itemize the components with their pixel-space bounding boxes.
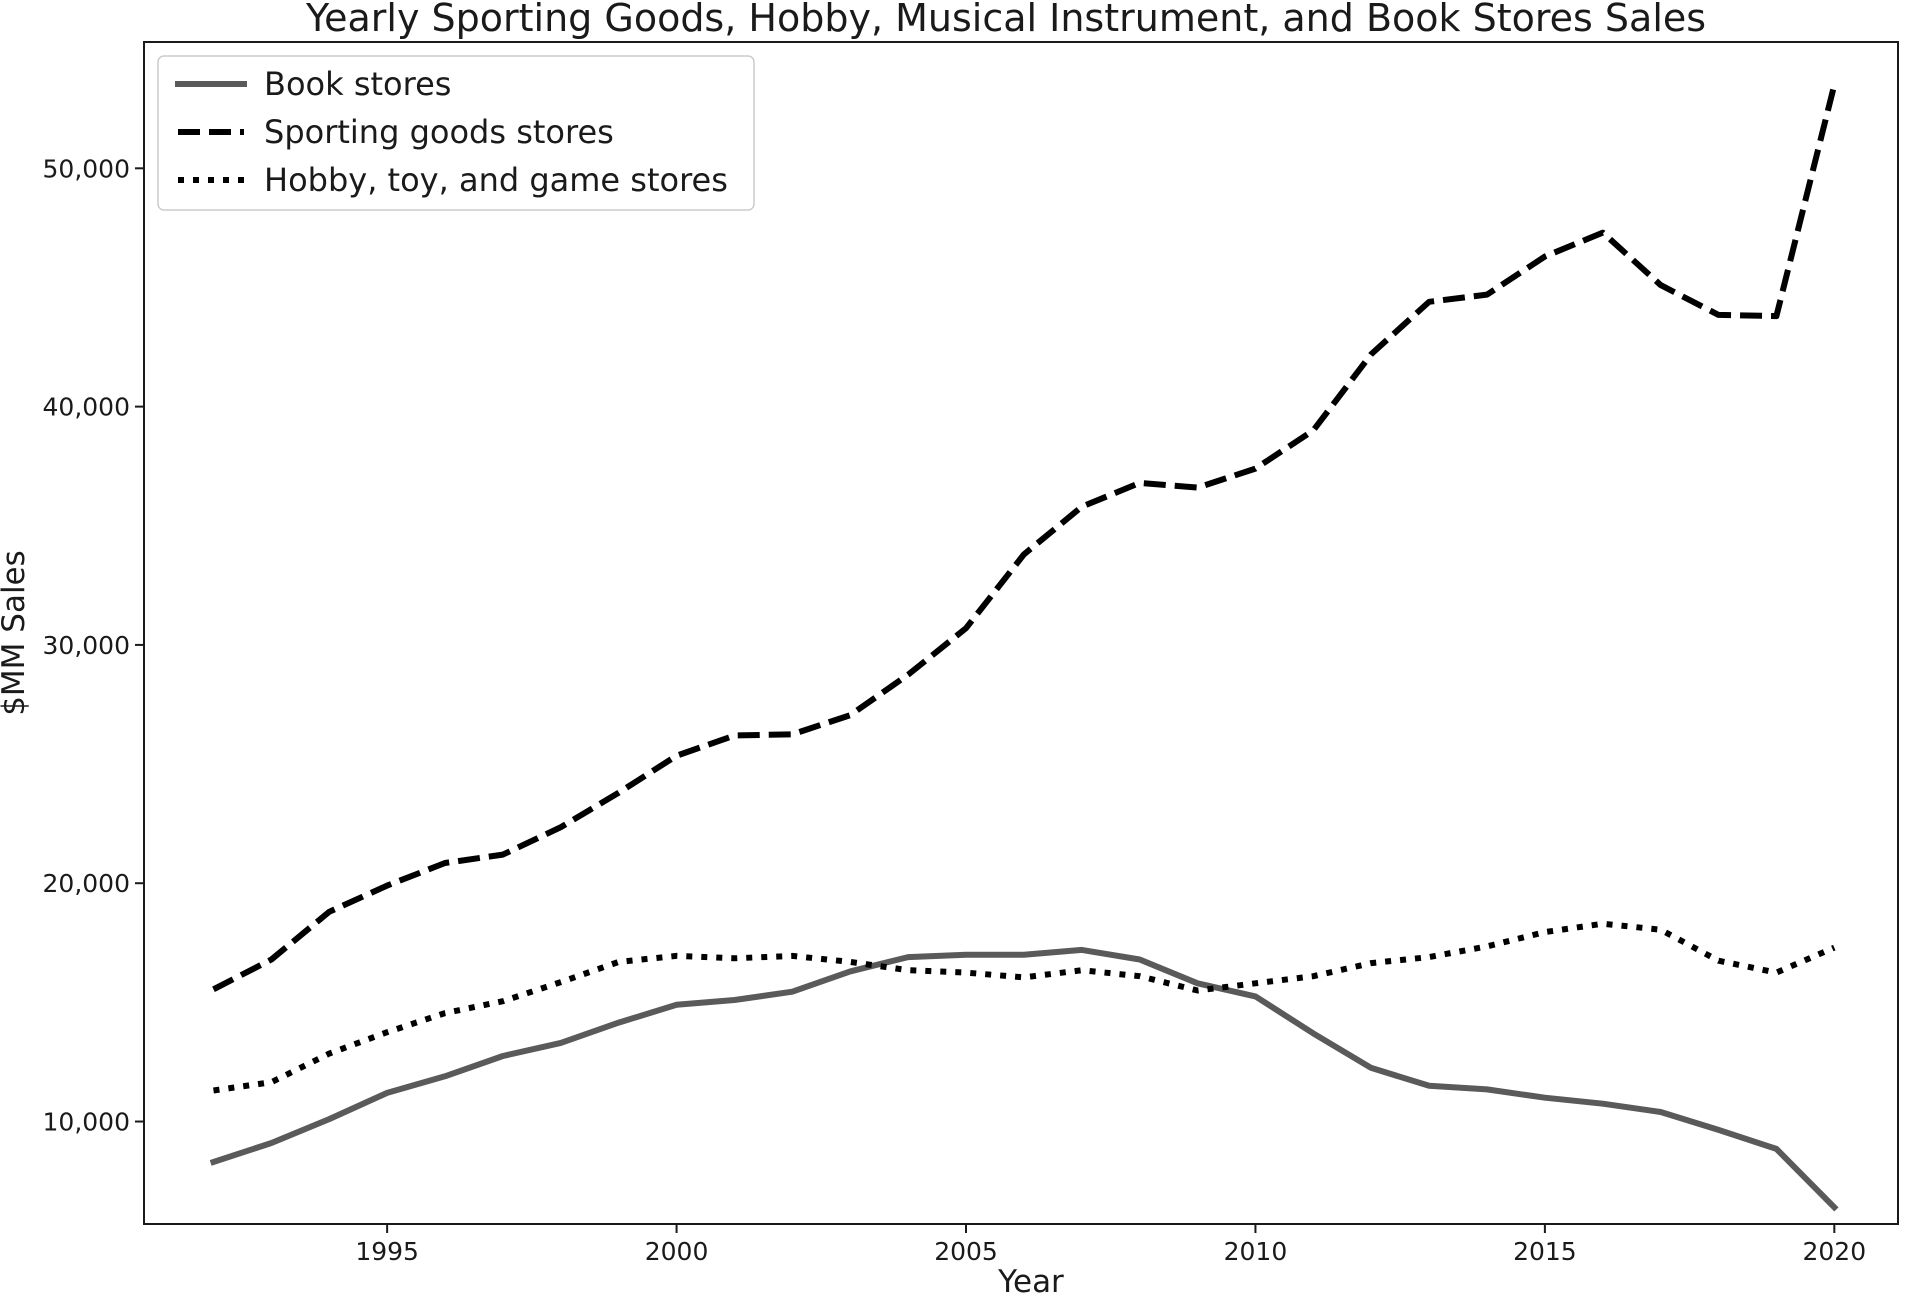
- x-tick-label: 2000: [645, 1237, 709, 1266]
- y-axis: 10,000 20,000 30,000 40,000 50,000: [43, 154, 144, 1137]
- legend-box: [157, 55, 755, 211]
- x-tick-label: 2010: [1224, 1237, 1288, 1266]
- legend: Book stores Sporting goods stores Hobby, t…: [157, 55, 755, 211]
- y-tick-label: 10,000: [43, 1108, 130, 1137]
- legend-label-2: Hobby, toy, and game stores: [264, 161, 728, 199]
- y-tick-label: 50,000: [43, 154, 130, 183]
- x-tick-label: 2020: [1803, 1237, 1867, 1266]
- series-line-2: [213, 920, 1836, 1094]
- series-line-1: [212, 84, 1838, 992]
- x-tick-label: 1995: [355, 1237, 419, 1266]
- y-tick-label: 20,000: [43, 869, 130, 898]
- legend-items: Book stores Sporting goods stores Hobby, t…: [175, 65, 728, 199]
- x-axis: 1995 2000 2005 2010 2015 2020: [355, 1224, 1866, 1266]
- legend-label-1: Sporting goods stores: [264, 113, 614, 151]
- chart-title: Yearly Sporting Goods, Hobby, Musical In…: [305, 0, 1706, 40]
- x-tick-label: 2015: [1513, 1237, 1577, 1266]
- y-tick-label: 30,000: [43, 631, 130, 660]
- y-tick-label: 40,000: [43, 393, 130, 422]
- y-axis-label: $MM Sales: [0, 550, 32, 716]
- x-tick-label: 2005: [934, 1237, 998, 1266]
- plot-frame: [143, 41, 1899, 1225]
- legend-label-0: Book stores: [264, 65, 451, 103]
- series-layer: [209, 84, 1839, 1212]
- x-axis-label: Year: [997, 1264, 1064, 1294]
- series-line-0: [209, 946, 1839, 1212]
